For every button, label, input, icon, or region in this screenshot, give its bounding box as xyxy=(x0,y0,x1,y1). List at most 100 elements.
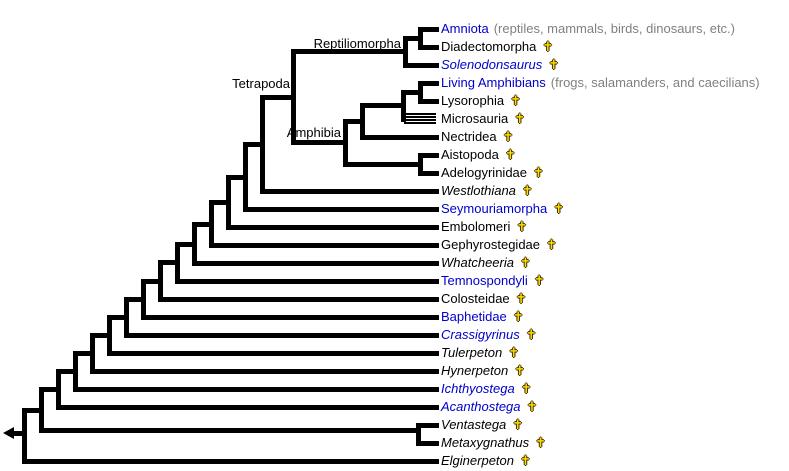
tree-branch xyxy=(401,90,423,95)
taxon-label: Microsauria xyxy=(441,111,509,126)
taxon-label[interactable]: Solenodonsaurus xyxy=(441,57,543,72)
clade-label-reptiliomorpha: Reptiliomorpha xyxy=(313,36,401,51)
tree-branch xyxy=(360,135,439,140)
tree-branch xyxy=(209,200,231,205)
tree-branch xyxy=(404,116,436,118)
tree-branch xyxy=(226,175,231,230)
taxon-label[interactable]: Acanthostega xyxy=(441,399,521,414)
taxon-label: Ventastega xyxy=(441,417,507,432)
taxon-row: Adelogyrinidae ✝ xyxy=(441,164,544,182)
tree-branch xyxy=(360,103,406,108)
extinct-dagger-icon: ✝ xyxy=(514,111,526,126)
taxon-row: Diadectomorpha ✝ xyxy=(441,38,553,56)
extinct-dagger-icon: ✝ xyxy=(526,399,538,414)
tree-branch xyxy=(343,162,423,167)
tree-branch xyxy=(192,261,439,266)
taxon-row: Metaxygnathus ✝ xyxy=(441,434,546,452)
taxon-label[interactable]: Living Amphibians xyxy=(441,75,546,90)
tree-branch xyxy=(22,408,44,413)
taxon-label: Colosteidae xyxy=(441,291,510,306)
tree-branch xyxy=(403,63,439,68)
tree-branch xyxy=(209,200,214,248)
tree-branch xyxy=(158,260,163,302)
taxon-row: Living Amphibians (frogs, salamanders, an… xyxy=(441,74,760,92)
taxon-row: Hynerpeton ✝ xyxy=(441,362,525,380)
tree-branch xyxy=(404,122,436,124)
taxon-label[interactable]: Temnospondyli xyxy=(441,273,528,288)
tree-branch xyxy=(56,405,439,410)
taxon-label[interactable]: Seymouriamorpha xyxy=(441,201,548,216)
tree-branch xyxy=(243,142,248,212)
taxon-row: Nectridea ✝ xyxy=(441,128,514,146)
taxon-label: Whatcheeria xyxy=(441,255,514,270)
taxon-row: Elginerpeton ✝ xyxy=(441,452,531,470)
tree-branch xyxy=(141,315,439,320)
root-arrow-icon xyxy=(3,427,14,439)
tree-branch xyxy=(90,333,112,338)
taxon-row: Ichthyostega ✝ xyxy=(441,380,532,398)
tree-branch xyxy=(56,369,61,410)
extinct-dagger-icon: ✝ xyxy=(508,345,520,360)
tree-branch xyxy=(141,279,146,320)
tree-branch xyxy=(158,297,439,302)
tree-branch xyxy=(343,119,365,124)
tree-branch xyxy=(418,99,439,104)
taxon-row: Westlothiana ✝ xyxy=(441,182,533,200)
taxon-label: Metaxygnathus xyxy=(441,435,530,450)
taxon-row: Baphetidae ✝ xyxy=(441,308,524,326)
extinct-dagger-icon: ✝ xyxy=(521,183,533,198)
tree-branch xyxy=(418,81,439,86)
extinct-dagger-icon: ✝ xyxy=(514,363,526,378)
taxon-row: Acanthostega ✝ xyxy=(441,398,537,416)
taxon-label: Hynerpeton xyxy=(441,363,509,378)
taxon-row: Aistopoda ✝ xyxy=(441,146,516,164)
tree-branch xyxy=(73,351,78,392)
extinct-dagger-icon: ✝ xyxy=(520,381,532,396)
extinct-dagger-icon: ✝ xyxy=(520,453,531,468)
taxon-row: Crassigyrinus ✝ xyxy=(441,326,537,344)
taxon-label[interactable]: Crassigyrinus xyxy=(441,327,520,342)
taxon-label[interactable]: Ichthyostega xyxy=(441,381,515,396)
tree-branch xyxy=(401,90,406,122)
tree-branch xyxy=(226,225,439,230)
extinct-dagger-icon: ✝ xyxy=(519,255,531,270)
taxon-row: Whatcheeria ✝ xyxy=(441,254,531,272)
tree-branch xyxy=(226,175,248,180)
tree-branch xyxy=(39,428,421,433)
taxon-label: Diadectomorpha xyxy=(441,39,537,54)
extinct-dagger-icon: ✝ xyxy=(533,273,545,288)
tree-branch xyxy=(418,171,439,176)
taxon-label: Lysorophia xyxy=(441,93,505,108)
extinct-dagger-icon: ✝ xyxy=(515,291,527,306)
taxon-row: Amniota (reptiles, mammals, birds, dinosa… xyxy=(441,20,735,38)
taxon-label[interactable]: Amniota xyxy=(441,21,489,36)
tree-branch xyxy=(418,153,439,158)
tree-branch xyxy=(403,36,408,68)
tree-branch xyxy=(39,387,44,433)
tree-branch xyxy=(73,387,439,392)
tree-branch xyxy=(124,297,146,302)
taxon-label[interactable]: Baphetidae xyxy=(441,309,507,324)
taxon-label: Nectridea xyxy=(441,129,497,144)
taxon-row: Temnospondyli ✝ xyxy=(441,272,545,290)
taxon-label: Aistopoda xyxy=(441,147,499,162)
tree-branch xyxy=(260,95,296,100)
tree-branch xyxy=(404,119,436,121)
taxon-annotation: (reptiles, mammals, birds, dinosaurs, et… xyxy=(493,21,735,36)
tree-branch xyxy=(90,333,95,374)
tree-branch xyxy=(209,243,439,248)
tree-branch xyxy=(291,49,296,145)
tree-branch xyxy=(192,222,214,227)
tree-branch xyxy=(73,351,95,356)
tree-branch xyxy=(418,27,439,32)
tree-branch xyxy=(8,431,27,436)
tree-branch xyxy=(107,351,439,356)
tree-branch xyxy=(360,103,365,140)
clade-label-amphibia: Amphibia xyxy=(286,125,341,140)
extinct-dagger-icon: ✝ xyxy=(535,435,547,450)
tree-branch xyxy=(416,441,439,446)
clade-label-tetrapoda: Tetrapoda xyxy=(232,76,290,91)
extinct-dagger-icon: ✝ xyxy=(502,129,514,144)
tree-branch xyxy=(56,369,78,374)
